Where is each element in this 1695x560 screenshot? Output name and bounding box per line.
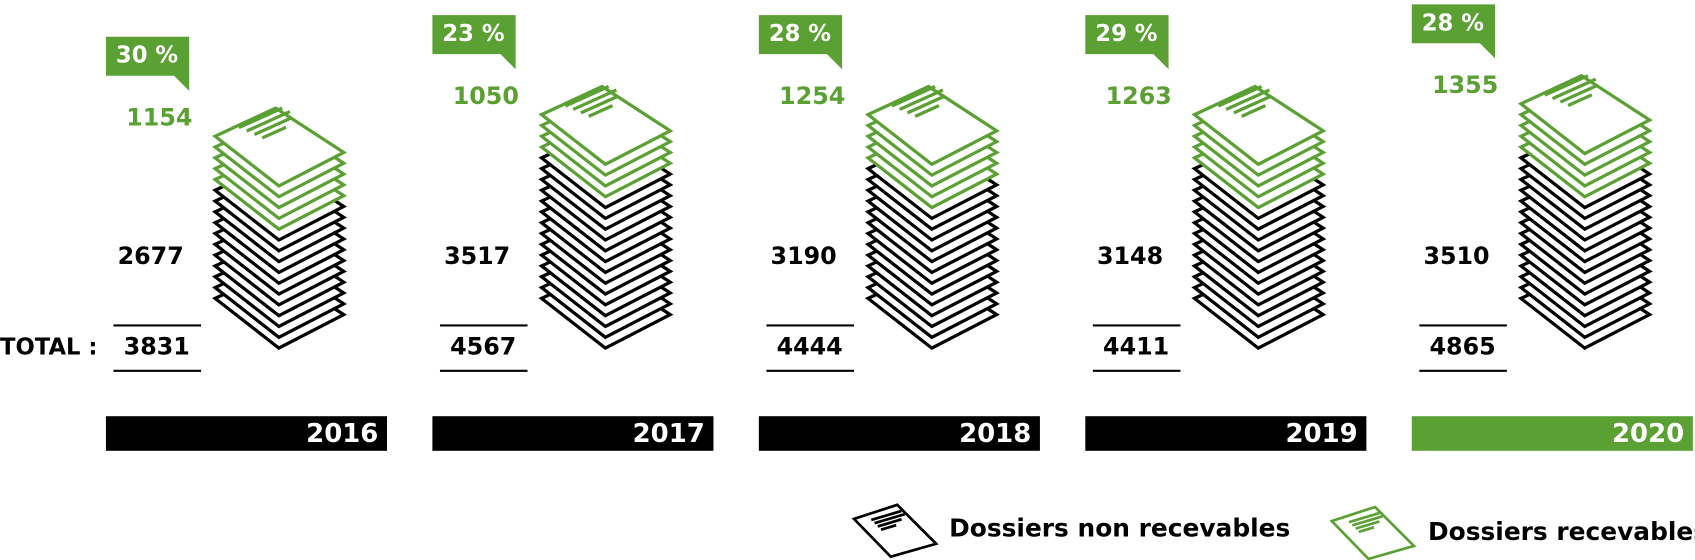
sheet-line [906, 94, 945, 115]
sheet [212, 106, 347, 188]
sheet-line [1217, 85, 1263, 108]
tag-shape [432, 15, 516, 70]
legend-sheet-line [1351, 515, 1383, 527]
share-label: 29 % [1095, 21, 1157, 47]
year-bar [1085, 416, 1367, 451]
share-tag [1411, 4, 1496, 59]
share-label: 23 % [442, 21, 504, 47]
tag-shape [1411, 4, 1496, 59]
sheet [1191, 84, 1327, 167]
year-label: 2018 [959, 419, 1031, 449]
share-tag [758, 15, 843, 70]
total-value: 3831 [124, 333, 190, 361]
sheet-line [898, 88, 944, 111]
sheet [864, 84, 1000, 167]
total-value: 4567 [450, 333, 516, 361]
recevable-value: 1050 [453, 82, 519, 110]
sheet-recevable [1191, 84, 1327, 167]
legend-sheet-line [1355, 520, 1380, 530]
total-label: TOTAL : [0, 335, 97, 361]
year-label: 2020 [1612, 419, 1684, 449]
legend-sheet-line [1348, 511, 1380, 524]
tag-shape [758, 15, 843, 70]
non-recevable-value: 2677 [118, 242, 184, 270]
year-label: 2017 [633, 419, 705, 449]
recevable-value: 1355 [1432, 71, 1498, 99]
share-tag [105, 36, 190, 91]
recevable-value: 1263 [1106, 82, 1172, 110]
sheet-line [238, 106, 283, 130]
sheet-line [1544, 74, 1589, 97]
share-label: 28 % [769, 21, 831, 47]
share-label: 28 % [1422, 10, 1484, 36]
legend-sheet-line [880, 523, 897, 532]
sheet-recevable [864, 84, 1000, 167]
legend-sheet-line [870, 509, 902, 522]
legend-sheet-line [1358, 526, 1375, 534]
total-value: 4444 [777, 333, 843, 361]
non-recevable-value: 3190 [771, 242, 837, 270]
share-label: 30 % [116, 43, 178, 69]
sheet-line [261, 125, 287, 140]
sheet-line [572, 88, 618, 111]
legend-icon [851, 503, 939, 559]
year-bar [758, 416, 1040, 451]
sheet [538, 84, 674, 167]
sheet-line [564, 85, 610, 108]
year-bar [432, 416, 714, 451]
year-label: 2016 [306, 419, 378, 449]
sheet-line [914, 104, 940, 118]
sheet-line [580, 94, 619, 115]
sheet-line [1233, 94, 1272, 115]
tag-shape [105, 36, 190, 91]
sheet-line [588, 104, 614, 118]
legend-label: Dossiers non recevables [949, 514, 1290, 543]
sheet-line [1559, 84, 1598, 104]
sheet-line [1551, 77, 1597, 101]
legend-label: Dossiers recevables [1428, 517, 1695, 546]
non-recevable-value: 3148 [1097, 242, 1163, 270]
year-label: 2019 [1286, 419, 1358, 449]
non-recevable-value: 3510 [1423, 242, 1489, 270]
tag-shape [1085, 15, 1169, 70]
legend-icon [1329, 505, 1417, 560]
total-value: 4865 [1430, 333, 1496, 361]
sheet-line [1225, 88, 1270, 111]
year-bar [1411, 416, 1693, 451]
recevable-value: 1154 [126, 103, 192, 131]
sheet-recevable [212, 106, 347, 188]
sheet-recevable [1517, 73, 1653, 156]
year-bar [105, 416, 387, 451]
sheet-line [1240, 104, 1267, 118]
sheet-line [1567, 93, 1593, 108]
legend-sheet-line [874, 512, 906, 525]
sheet-line [246, 110, 291, 133]
legend-sheet-line [877, 518, 902, 528]
sheet-line [891, 85, 936, 108]
non-recevable-value: 3517 [444, 242, 510, 270]
sheet-recevable [538, 84, 674, 167]
recevable-value: 1254 [779, 82, 845, 110]
total-value: 4411 [1103, 333, 1169, 361]
sheet-line [253, 116, 292, 136]
sheet [1517, 73, 1653, 156]
share-tag [1085, 15, 1169, 70]
share-tag [432, 15, 516, 70]
